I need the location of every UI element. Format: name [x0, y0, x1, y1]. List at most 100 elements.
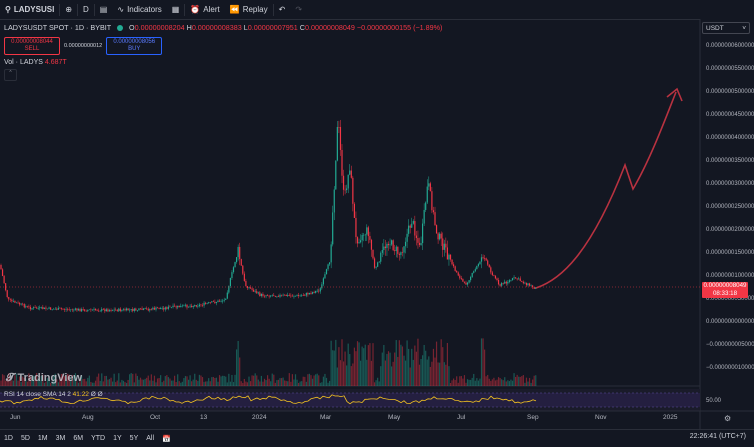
- volume-bar: [332, 350, 334, 386]
- volume-bar: [256, 375, 258, 386]
- candle-body: [81, 309, 83, 312]
- volume-bar: [189, 375, 191, 386]
- range-6m[interactable]: 6M: [73, 435, 84, 442]
- volume-bar: [87, 377, 89, 386]
- undo-button[interactable]: ↶: [274, 0, 291, 19]
- volume-bar: [401, 346, 404, 386]
- range-1y[interactable]: 1Y: [113, 435, 122, 442]
- buy-button[interactable]: 0.00000008056 BUY: [106, 37, 163, 55]
- candle-body: [524, 282, 526, 284]
- candle-body: [336, 127, 338, 161]
- candle-body: [20, 303, 22, 305]
- candle-body: [96, 310, 98, 311]
- volume-bar: [422, 355, 424, 386]
- candle-body: [490, 267, 492, 273]
- currency-select[interactable]: USDT ˅: [702, 22, 750, 34]
- volume-bar: [409, 367, 411, 386]
- range-1m[interactable]: 1M: [37, 435, 48, 442]
- volume-bar: [346, 365, 348, 386]
- candle-body: [29, 306, 32, 310]
- volume-bar: [270, 381, 272, 386]
- current-price-value: 0.00000008049: [703, 282, 747, 289]
- volume-bar: [195, 379, 197, 386]
- candle-body: [195, 305, 197, 307]
- volume-bar: [220, 376, 222, 386]
- candle-body: [122, 309, 125, 310]
- replay-button[interactable]: ⏪ Replay: [225, 0, 273, 19]
- candle-body: [270, 295, 272, 297]
- sell-button[interactable]: 0.00000008044 SELL: [4, 37, 60, 55]
- indicators-button[interactable]: ∿ Indicators: [112, 0, 166, 19]
- alert-button[interactable]: ⏰ Alert: [185, 0, 224, 19]
- tradingview-logo[interactable]: 𝓣 TradingView: [6, 372, 82, 385]
- volume-bar: [46, 378, 49, 386]
- buy-price: 0.00000008056: [113, 39, 156, 45]
- candle-body: [119, 308, 121, 311]
- candle-body: [110, 310, 112, 311]
- redo-button[interactable]: ↷: [290, 0, 307, 19]
- open-label: O: [129, 23, 135, 32]
- undo-icon: ↶: [278, 5, 286, 14]
- volume-bar: [315, 374, 317, 386]
- volume-bar: [79, 379, 81, 386]
- candle-body: [184, 304, 187, 306]
- candle-body: [267, 295, 269, 296]
- candle-body: [448, 254, 450, 260]
- compare-button[interactable]: ⊕: [60, 0, 77, 19]
- clock[interactable]: 22:26:41 (UTC+7): [689, 433, 746, 440]
- price-label: 0.0000000100000: [706, 273, 754, 279]
- candle-body: [57, 307, 59, 310]
- volume-bar: [152, 380, 154, 386]
- chart-type-button[interactable]: ▤: [95, 0, 113, 19]
- time-label: Oct: [150, 414, 161, 421]
- candle-body: [187, 306, 190, 308]
- range-5d[interactable]: 5D: [20, 435, 30, 442]
- candle-body: [201, 304, 204, 306]
- date-range-icon[interactable]: 📅: [162, 435, 171, 443]
- volume-bar: [316, 373, 318, 386]
- rsi-legend[interactable]: RSI 14 close SMA 14 2 41.22 Ø Ø: [4, 391, 103, 398]
- interval-button[interactable]: D: [78, 0, 94, 19]
- candle-body: [234, 262, 236, 268]
- volume-value: 4.687T: [44, 59, 67, 66]
- volume-legend[interactable]: Vol · LADYS 4.687T: [4, 59, 67, 66]
- range-1d[interactable]: 1D: [4, 435, 13, 442]
- volume-bar: [311, 378, 314, 386]
- volume-bar: [482, 338, 484, 386]
- candle-body: [163, 307, 165, 310]
- volume-bar: [386, 353, 388, 386]
- volume-bar: [494, 380, 497, 386]
- candle-body: [251, 288, 253, 290]
- gear-icon[interactable]: ⚙: [724, 414, 732, 423]
- volume-bar: [493, 377, 495, 386]
- candle-body: [253, 289, 255, 292]
- candle-body: [125, 308, 128, 311]
- candle-body: [146, 308, 148, 310]
- symbol-search[interactable]: ⚲ LADYSUSI: [0, 0, 59, 19]
- layouts-button[interactable]: ▦: [167, 0, 185, 19]
- candle-body: [476, 266, 478, 270]
- volume-bar: [375, 380, 377, 386]
- time-label: Jun: [10, 414, 21, 421]
- range-3m[interactable]: 3M: [55, 435, 66, 442]
- range-all[interactable]: All: [146, 435, 155, 442]
- range-ytd[interactable]: YTD: [91, 435, 106, 442]
- volume-bar: [141, 379, 143, 386]
- collapse-legend-button[interactable]: ˆ: [4, 69, 17, 81]
- volume-bar: [6, 378, 8, 386]
- candle-body: [46, 308, 49, 310]
- candle-body: [361, 234, 363, 241]
- sell-label: SELL: [24, 46, 40, 52]
- range-5y[interactable]: 5Y: [129, 435, 139, 442]
- volume-bar: [471, 377, 473, 386]
- candle-body: [37, 308, 39, 309]
- candle-body: [465, 282, 467, 285]
- candle-body: [160, 308, 162, 310]
- candle-body: [428, 183, 430, 187]
- candle-body: [484, 258, 486, 259]
- candle-body: [360, 240, 362, 243]
- legend-title[interactable]: LADYSUSDT SPOT · 1D · BYBIT: [4, 23, 112, 32]
- candle-body: [513, 277, 515, 279]
- candle-body: [422, 223, 424, 244]
